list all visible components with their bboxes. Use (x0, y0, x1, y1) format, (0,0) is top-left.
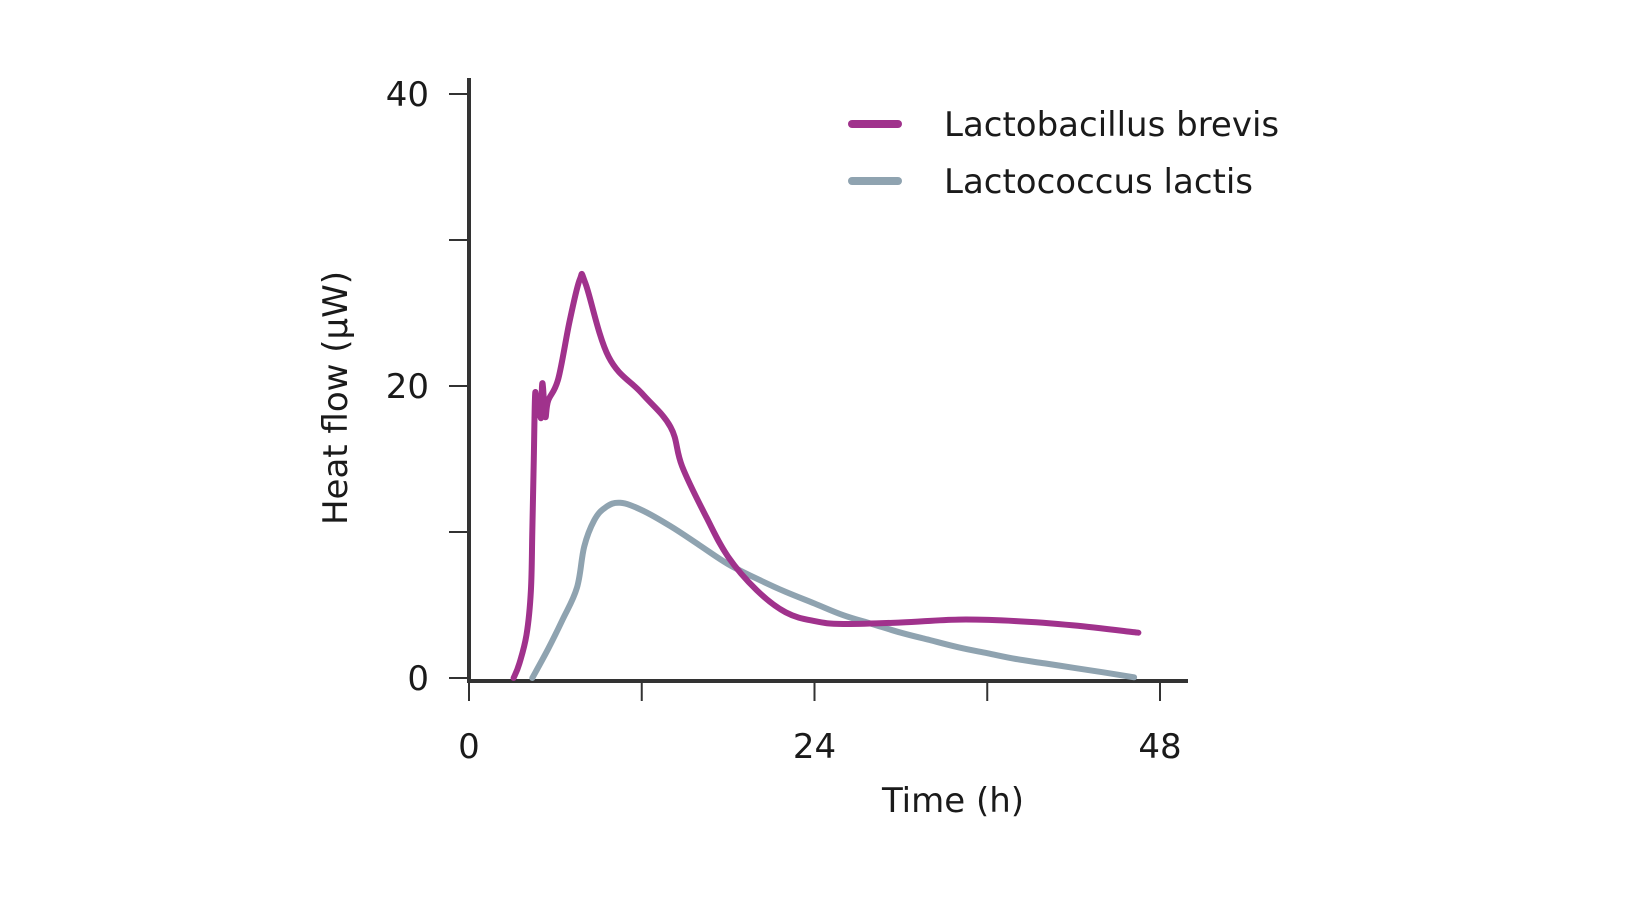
x-tick-label: 48 (1138, 727, 1181, 767)
axes-layer: 0 20 40 0 24 48 (386, 75, 1188, 767)
legend-label: Lactococcus lactis (944, 162, 1253, 202)
series-line-lactobacillus-brevis (510, 270, 1142, 681)
x-tick-label: 24 (793, 727, 836, 767)
series-line-lactococcus-lactis (529, 499, 1138, 681)
y-axis-title: Heat flow (μW) (316, 271, 356, 525)
x-tick-label: 0 (458, 727, 480, 767)
series-layer (510, 270, 1142, 681)
x-axis-title: Time (h) (881, 781, 1024, 821)
y-tick-label: 40 (386, 75, 429, 115)
legend: Lactobacillus brevis Lactococcus lactis (848, 105, 1279, 202)
legend-label: Lactobacillus brevis (944, 105, 1279, 145)
y-tick-label: 20 (386, 367, 429, 407)
y-tick-label: 0 (407, 659, 429, 699)
